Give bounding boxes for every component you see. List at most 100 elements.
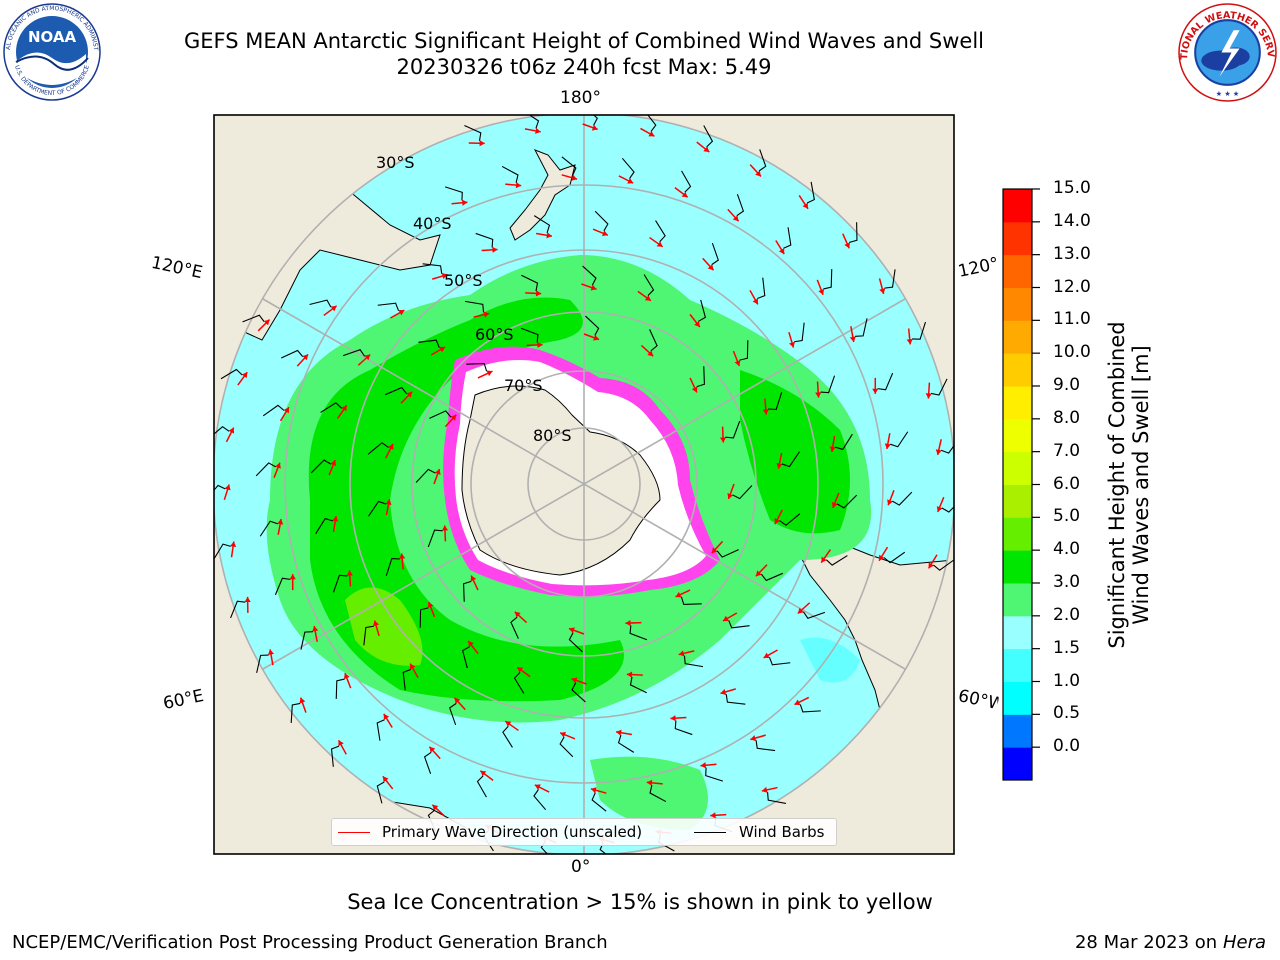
wave-arrow-head — [761, 786, 768, 793]
wind-barb — [464, 300, 485, 313]
wind-barb — [757, 277, 766, 300]
colorbar-tick-label: 4.0 — [1053, 539, 1081, 560]
wave-arrow-head — [244, 596, 251, 603]
wave-arrow-head — [694, 321, 700, 327]
wave-arrow-head — [224, 484, 231, 491]
wind-barb — [281, 349, 304, 359]
wind-barb — [806, 181, 815, 204]
wave-arrow-head — [752, 298, 759, 305]
wind-barb — [732, 485, 753, 500]
colorbar-segment — [1003, 714, 1032, 748]
wave-arrow-head — [275, 462, 281, 469]
band-1-2m-patagonia — [800, 637, 860, 683]
legend-swatch-wind-barbs — [694, 832, 726, 833]
wind-barb — [513, 671, 525, 694]
wind-barb — [591, 792, 607, 812]
wind-barb — [571, 682, 586, 703]
wave-arrow-head — [398, 309, 405, 316]
wind-barb — [377, 302, 400, 311]
colorbar-tick-label: 12.0 — [1053, 276, 1091, 297]
colorbar-segment — [1003, 681, 1032, 715]
wave-arrow-head — [571, 677, 578, 684]
wave-arrow-head — [887, 499, 893, 506]
wind-barb — [559, 736, 574, 758]
wave-arrow-head — [341, 405, 347, 412]
wind-barb — [582, 265, 597, 286]
wind-barb — [629, 676, 647, 694]
colorbar-segment — [1003, 517, 1032, 551]
legend-swatch-wave-direction — [338, 832, 370, 833]
wave-arrow-head — [707, 264, 714, 271]
wind-barb — [476, 775, 487, 798]
colorbar-segment — [1003, 583, 1032, 617]
wind-barb — [698, 299, 707, 322]
wave-arrow-head — [505, 721, 512, 727]
wind-barb — [725, 694, 746, 705]
footer-date-text: 28 Mar 2023 on — [1074, 932, 1218, 953]
lon-label-0: 0° — [571, 857, 591, 877]
wave-arrow-head — [818, 288, 825, 295]
wind-barb — [363, 625, 374, 646]
wind-barb — [449, 702, 457, 726]
wind-barb — [290, 702, 301, 724]
wind-barb — [259, 520, 278, 537]
colorbar-segment — [1003, 451, 1032, 485]
wave-arrow-head — [656, 241, 663, 247]
lat-label-60s: 60°S — [475, 325, 514, 344]
wind-barb — [415, 468, 436, 483]
wave-arrow-head — [590, 787, 597, 794]
wind-barb — [779, 513, 801, 526]
wind-barb — [825, 555, 848, 566]
new-zealand-land — [509, 149, 576, 241]
wave-arrow-head — [935, 449, 942, 455]
lat-label-40s: 40°S — [413, 214, 452, 233]
wind-barb — [521, 274, 539, 292]
wind-barb — [758, 149, 767, 172]
colorbar-segment — [1003, 484, 1032, 518]
lat-label-70s: 70°S — [504, 376, 543, 395]
wind-barb — [649, 785, 667, 803]
wave-arrow-head — [778, 248, 785, 255]
wind-barb — [255, 462, 276, 477]
wave-arrow-head — [802, 202, 808, 209]
graticule — [214, 115, 954, 854]
wind-barb — [760, 572, 784, 582]
wind-barb — [767, 792, 787, 805]
colorbar-segment — [1003, 353, 1032, 387]
wind-barb — [309, 299, 332, 308]
colorbar-tick-label: 6.0 — [1053, 473, 1081, 494]
wave-arrow-head — [616, 729, 622, 736]
wave-arrow-head — [486, 370, 493, 377]
legend: Primary Wave Direction (unscaled) Wind B… — [331, 818, 837, 846]
wind-barb — [823, 269, 833, 290]
wave-arrow-head — [468, 641, 474, 647]
wave-arrow-head — [283, 407, 289, 414]
wind-barb — [220, 368, 243, 380]
wave-arrow-head — [483, 311, 490, 318]
wind-barb — [725, 420, 741, 439]
colorbar-segment — [1003, 550, 1032, 584]
wind-barb — [703, 125, 714, 148]
wave-arrow-head — [700, 762, 706, 769]
wave-arrow-head — [644, 295, 651, 301]
wave-arrow-head — [906, 339, 913, 345]
wave-arrow-head — [601, 230, 608, 237]
legend-label-wave-direction: Primary Wave Direction (unscaled) — [382, 823, 643, 841]
wave-arrow-head — [439, 346, 446, 353]
wave-arrow-head — [441, 273, 448, 279]
wind-barb — [705, 767, 724, 782]
wave-arrow-head — [432, 804, 439, 811]
wave-arrow-head — [441, 525, 449, 531]
noaa-logo-text: NOAA — [28, 28, 77, 46]
wind-barb — [427, 529, 443, 548]
wind-barb — [367, 442, 389, 455]
wind-barb — [768, 392, 783, 410]
wind-barb — [242, 314, 265, 323]
wind-barb — [342, 349, 366, 357]
wave-arrow-head — [734, 360, 741, 366]
wind-barb — [617, 734, 635, 753]
wave-arrow-head — [648, 131, 655, 137]
wave-arrow-head — [722, 615, 729, 622]
wave-arrow-head — [427, 602, 434, 608]
